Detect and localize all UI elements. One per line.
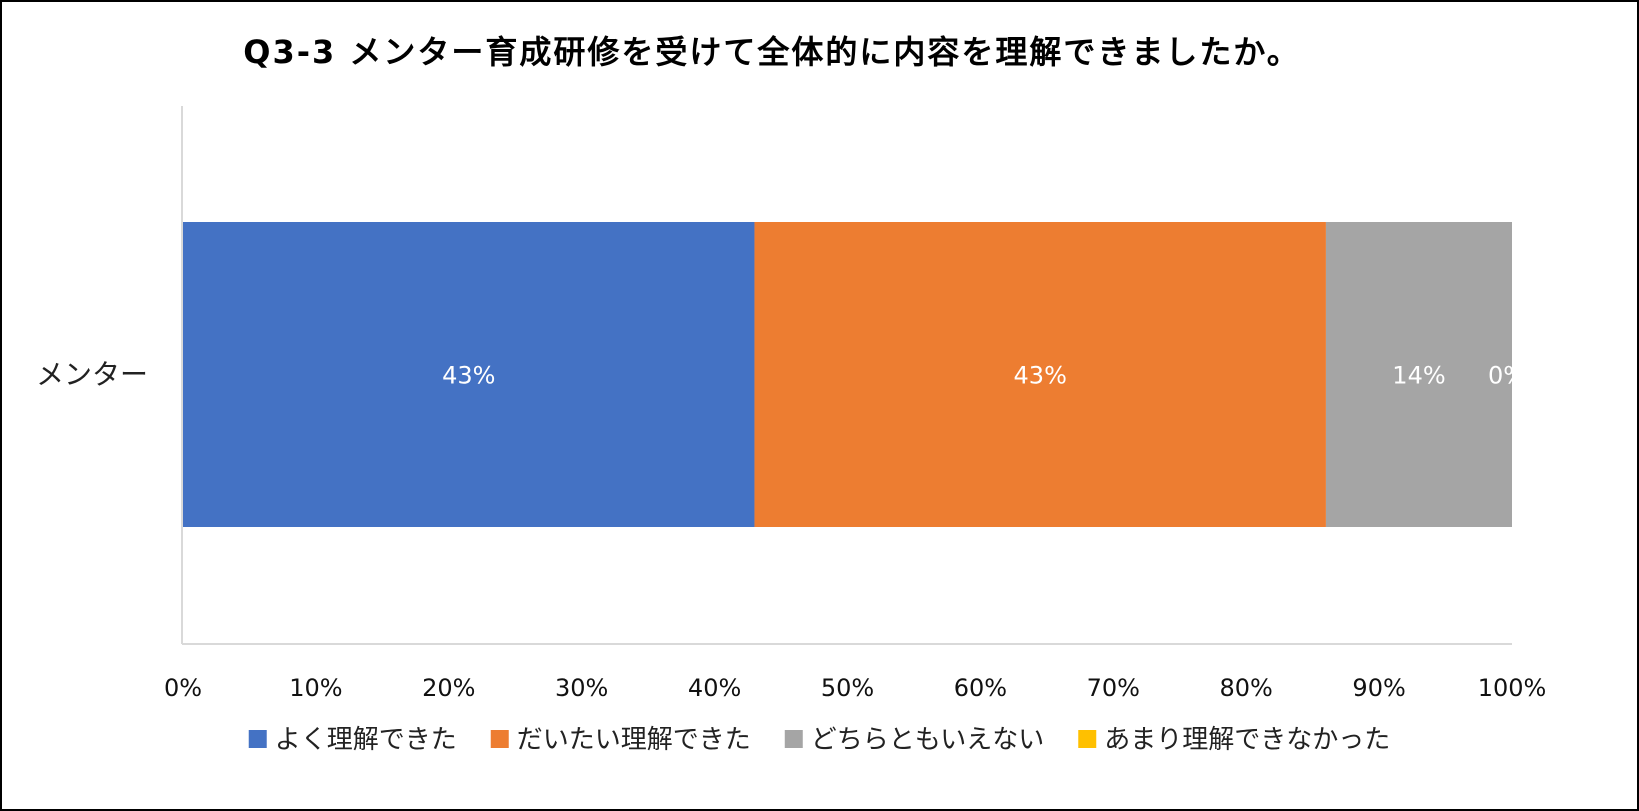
data-label-group: 43% 43% 14% 0% — [442, 362, 1526, 390]
data-label-1: 43% — [442, 362, 495, 390]
legend-swatch-2 — [490, 730, 509, 748]
x-tick-label: 40% — [688, 674, 741, 702]
x-tick-label: 100% — [1478, 674, 1547, 702]
x-tick-label: 70% — [1087, 674, 1140, 702]
x-tick-label: 0% — [164, 674, 202, 702]
x-tick-label: 60% — [954, 674, 1007, 702]
legend-label-3: どちらともいえない — [811, 725, 1044, 755]
data-label-3: 14% — [1392, 362, 1445, 390]
legend: よく理解できた だいたい理解できた どちらともいえない あまり理解できなかった — [248, 725, 1390, 755]
legend-label-4: あまり理解できなかった — [1104, 725, 1390, 755]
legend-swatch-3 — [784, 730, 803, 748]
x-tick-label: 30% — [555, 674, 608, 702]
category-label: メンター — [36, 358, 148, 391]
bar-group — [183, 222, 1512, 527]
x-tick-group: 0% 10% 20% 30% 40% 50% 60% 70% 80% 90% 100% — [164, 674, 1546, 702]
data-label-4: 0% — [1488, 362, 1526, 390]
x-tick-label: 90% — [1352, 674, 1405, 702]
x-tick-label: 20% — [422, 674, 475, 702]
x-tick-label: 50% — [821, 674, 874, 702]
x-tick-label: 80% — [1220, 674, 1273, 702]
legend-label-1: よく理解できた — [275, 725, 457, 755]
bar-segment-1 — [183, 222, 755, 527]
bar-segment-2 — [754, 222, 1326, 527]
legend-label-2: だいたい理解できた — [517, 725, 751, 755]
chart-title: Q3-3 メンター育成研修を受けて全体的に内容を理解できましたか。 — [243, 33, 1301, 71]
data-label-2: 43% — [1014, 362, 1067, 390]
legend-swatch-4 — [1078, 730, 1097, 748]
bar-segment-3 — [1325, 222, 1512, 527]
legend-swatch-1 — [248, 730, 267, 748]
x-tick-label: 10% — [289, 674, 342, 702]
